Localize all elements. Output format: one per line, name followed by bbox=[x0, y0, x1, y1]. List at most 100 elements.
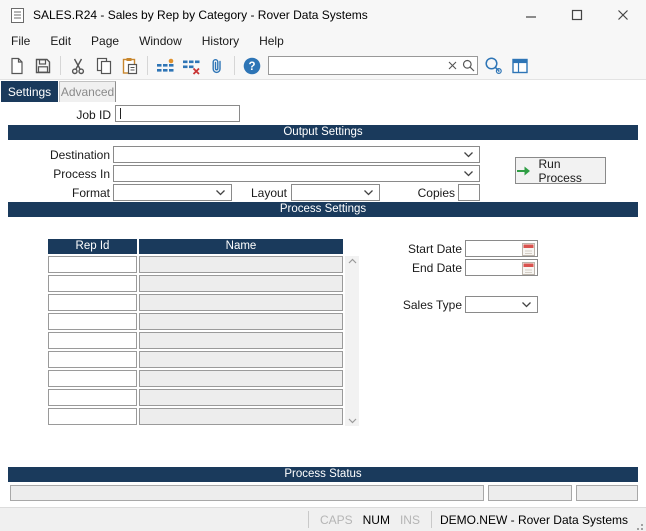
grid-row bbox=[48, 370, 343, 387]
menu-edit[interactable]: Edit bbox=[50, 34, 72, 48]
copies-label: Copies bbox=[417, 186, 455, 200]
chevron-down-icon bbox=[364, 190, 373, 196]
process-in-select[interactable] bbox=[113, 165, 480, 182]
search-input[interactable] bbox=[268, 56, 478, 75]
process-status-field-3 bbox=[576, 485, 638, 501]
toolbar-separator bbox=[147, 56, 148, 75]
rep-id-cell[interactable] bbox=[48, 275, 137, 292]
scroll-up-icon[interactable] bbox=[348, 258, 357, 264]
rep-name-cell bbox=[139, 256, 343, 273]
minimize-button[interactable] bbox=[508, 0, 554, 30]
destination-select[interactable] bbox=[113, 146, 480, 163]
menu-window[interactable]: Window bbox=[139, 34, 182, 48]
grid-row bbox=[48, 332, 343, 349]
help-button[interactable]: ? bbox=[240, 55, 264, 77]
num-lock-indicator: NUM bbox=[362, 512, 390, 527]
destination-label: Destination bbox=[49, 148, 110, 162]
new-document-button[interactable] bbox=[5, 55, 29, 77]
grid-row bbox=[48, 275, 343, 292]
output-settings-header: Output Settings bbox=[8, 125, 638, 140]
statusbar-separator bbox=[307, 511, 309, 528]
copy-button[interactable] bbox=[92, 55, 116, 77]
rep-id-cell[interactable] bbox=[48, 332, 137, 349]
rep-id-cell[interactable] bbox=[48, 370, 137, 387]
cut-button[interactable] bbox=[66, 55, 90, 77]
job-id-input[interactable] bbox=[115, 105, 240, 122]
insert-rows-button[interactable] bbox=[153, 55, 177, 77]
calendar-icon[interactable] bbox=[522, 261, 535, 275]
end-date-label: End Date bbox=[411, 261, 462, 275]
rep-id-cell[interactable] bbox=[48, 294, 137, 311]
help-icon: ? bbox=[243, 57, 261, 74]
close-icon bbox=[618, 10, 628, 20]
tab-settings[interactable]: Settings bbox=[1, 81, 58, 102]
grid-column-name: Name bbox=[139, 239, 343, 254]
grid-row bbox=[48, 389, 343, 406]
start-date-input[interactable] bbox=[465, 240, 538, 257]
layout-icon bbox=[512, 58, 528, 73]
rep-id-cell[interactable] bbox=[48, 351, 137, 368]
paste-icon bbox=[122, 57, 138, 74]
rep-grid-body bbox=[48, 256, 343, 427]
new-document-icon bbox=[11, 57, 23, 74]
paste-button[interactable] bbox=[118, 55, 142, 77]
rep-name-cell bbox=[139, 332, 343, 349]
maximize-icon bbox=[571, 9, 583, 21]
close-button[interactable] bbox=[600, 0, 646, 30]
status-bar: CAPS NUM INS DEMO.NEW - Rover Data Syste… bbox=[0, 507, 646, 531]
menu-page[interactable]: Page bbox=[91, 34, 120, 48]
delete-rows-button[interactable] bbox=[179, 55, 203, 77]
resize-grip[interactable] bbox=[634, 521, 644, 531]
window-document-icon bbox=[10, 7, 25, 24]
menu-bar: File Edit Page Window History Help bbox=[0, 30, 646, 52]
insert-mode-indicator: INS bbox=[399, 512, 420, 527]
run-process-button[interactable]: Run Process bbox=[515, 156, 606, 185]
chevron-down-icon bbox=[522, 302, 531, 308]
chevron-down-icon bbox=[216, 190, 225, 196]
search-icon[interactable] bbox=[462, 59, 475, 72]
menu-help[interactable]: Help bbox=[259, 34, 284, 48]
copy-icon bbox=[96, 57, 112, 74]
run-process-label: Run Process bbox=[538, 156, 582, 185]
sales-type-select[interactable] bbox=[465, 296, 538, 313]
minimize-icon bbox=[526, 16, 536, 18]
attachment-button[interactable] bbox=[205, 55, 229, 77]
chevron-down-icon bbox=[464, 171, 473, 177]
connection-context: DEMO.NEW - Rover Data Systems bbox=[439, 512, 628, 527]
rep-id-cell[interactable] bbox=[48, 408, 137, 425]
toolbar-search bbox=[268, 56, 478, 75]
layout-button[interactable] bbox=[508, 55, 532, 77]
rep-id-cell[interactable] bbox=[48, 313, 137, 330]
tab-advanced[interactable]: Advanced bbox=[59, 81, 116, 102]
attachment-icon bbox=[212, 58, 221, 73]
chevron-down-icon bbox=[464, 152, 473, 158]
sales-type-label: Sales Type bbox=[402, 298, 462, 312]
rep-name-cell bbox=[139, 275, 343, 292]
rep-id-cell[interactable] bbox=[48, 256, 137, 273]
rep-name-cell bbox=[139, 389, 343, 406]
save-button[interactable] bbox=[31, 55, 55, 77]
maximize-button[interactable] bbox=[554, 0, 600, 30]
scroll-down-icon[interactable] bbox=[348, 418, 357, 424]
calendar-icon[interactable] bbox=[522, 242, 535, 256]
menu-file[interactable]: File bbox=[11, 34, 31, 48]
window-title: SALES.R24 - Sales by Rep by Category - R… bbox=[33, 8, 368, 22]
layout-select[interactable] bbox=[291, 184, 380, 201]
grid-row bbox=[48, 408, 343, 425]
process-status-message bbox=[10, 485, 484, 501]
copies-input[interactable] bbox=[458, 184, 480, 201]
grid-scrollbar[interactable] bbox=[345, 256, 359, 426]
grid-column-rep-id: Rep Id bbox=[48, 239, 137, 254]
menu-history[interactable]: History bbox=[201, 34, 240, 48]
save-icon bbox=[35, 58, 51, 73]
rep-name-cell bbox=[139, 408, 343, 425]
text-caret bbox=[120, 108, 121, 119]
end-date-input[interactable] bbox=[465, 259, 538, 276]
find-preview-button[interactable] bbox=[482, 55, 506, 77]
find-preview-icon bbox=[485, 56, 502, 74]
format-select[interactable] bbox=[113, 184, 232, 201]
rep-id-cell[interactable] bbox=[48, 389, 137, 406]
insert-rows-icon bbox=[156, 58, 173, 72]
clear-search-icon[interactable] bbox=[448, 61, 457, 70]
